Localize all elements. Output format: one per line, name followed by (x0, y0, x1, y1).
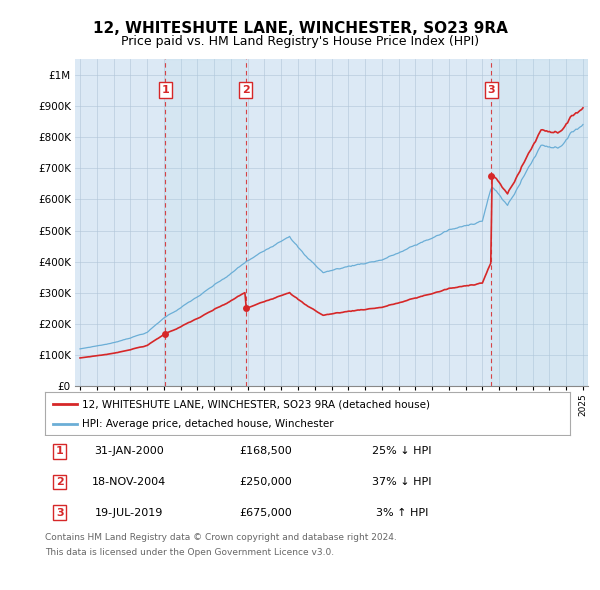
Text: 1: 1 (161, 85, 169, 95)
Text: 25% ↓ HPI: 25% ↓ HPI (372, 447, 432, 456)
Text: 12, WHITESHUTE LANE, WINCHESTER, SO23 9RA: 12, WHITESHUTE LANE, WINCHESTER, SO23 9R… (92, 21, 508, 35)
Text: 1: 1 (56, 447, 64, 456)
Bar (491, 59, 588, 386)
Text: 31-JAN-2000: 31-JAN-2000 (94, 447, 164, 456)
Text: 2: 2 (56, 477, 64, 487)
Bar (165, 59, 246, 386)
Text: £168,500: £168,500 (239, 447, 292, 456)
Text: 3: 3 (488, 85, 495, 95)
Text: 2: 2 (242, 85, 250, 95)
Text: £250,000: £250,000 (239, 477, 292, 487)
Text: £675,000: £675,000 (239, 508, 292, 517)
Text: 37% ↓ HPI: 37% ↓ HPI (372, 477, 432, 487)
Text: This data is licensed under the Open Government Licence v3.0.: This data is licensed under the Open Gov… (45, 548, 334, 556)
Text: Price paid vs. HM Land Registry's House Price Index (HPI): Price paid vs. HM Land Registry's House … (121, 35, 479, 48)
Text: 12, WHITESHUTE LANE, WINCHESTER, SO23 9RA (detached house): 12, WHITESHUTE LANE, WINCHESTER, SO23 9R… (82, 399, 430, 409)
Text: 18-NOV-2004: 18-NOV-2004 (92, 477, 166, 487)
Text: 3: 3 (56, 508, 64, 517)
Text: 3% ↑ HPI: 3% ↑ HPI (376, 508, 428, 517)
Text: Contains HM Land Registry data © Crown copyright and database right 2024.: Contains HM Land Registry data © Crown c… (45, 533, 397, 542)
Text: 19-JUL-2019: 19-JUL-2019 (95, 508, 163, 517)
Text: HPI: Average price, detached house, Winchester: HPI: Average price, detached house, Winc… (82, 419, 334, 429)
